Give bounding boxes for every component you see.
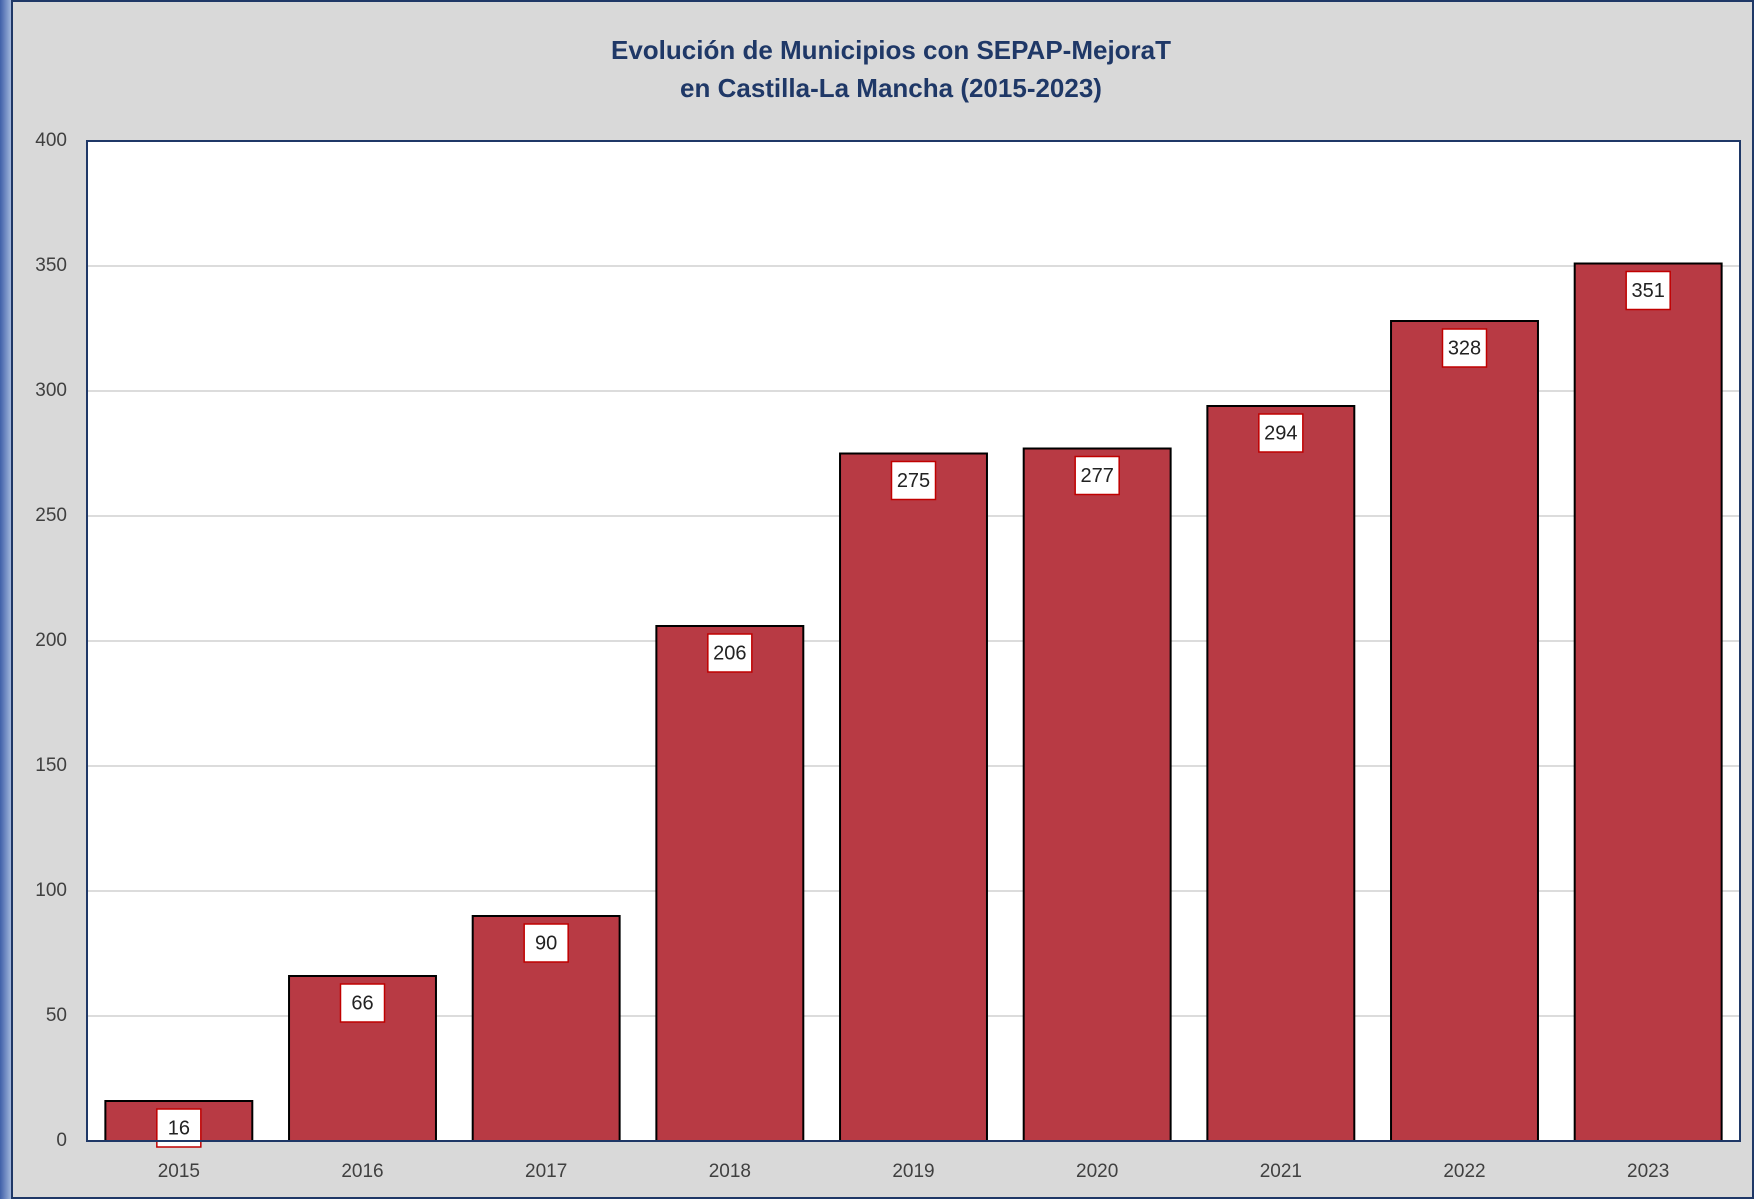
x-tick-label: 2022 xyxy=(1443,1161,1485,1182)
edge-strip xyxy=(0,0,12,1199)
x-tick-label: 2016 xyxy=(341,1161,383,1182)
x-tick-label: 2018 xyxy=(709,1161,751,1182)
value-label: 206 xyxy=(713,642,746,664)
value-label-box xyxy=(1625,270,1671,311)
value-label-box xyxy=(1074,455,1120,496)
chart-title: en Castilla-La Mancha (2015-2023) xyxy=(680,73,1102,103)
value-label-box xyxy=(339,983,386,1023)
y-tick-label: 350 xyxy=(35,255,67,276)
bar xyxy=(1573,262,1723,1142)
value-label: 294 xyxy=(1264,422,1297,444)
x-tick-label: 2017 xyxy=(525,1161,567,1182)
bar xyxy=(1022,447,1172,1142)
bar xyxy=(1206,405,1356,1142)
bar xyxy=(1390,320,1539,1142)
y-tick-label: 250 xyxy=(35,505,67,526)
x-tick-label: 2015 xyxy=(158,1161,200,1182)
y-tick-label: 100 xyxy=(35,880,67,901)
value-label: 16 xyxy=(168,1117,190,1139)
value-label-box xyxy=(523,923,569,963)
y-tick-label: 0 xyxy=(56,1130,67,1151)
value-label: 66 xyxy=(351,992,373,1014)
x-tick-label: 2021 xyxy=(1260,1161,1302,1182)
y-tick-label: 300 xyxy=(35,380,67,401)
x-tick-label: 2019 xyxy=(892,1161,934,1182)
plot-border xyxy=(86,140,1741,1142)
value-label: 328 xyxy=(1448,337,1481,359)
frame xyxy=(11,0,1754,1199)
y-tick-label: 150 xyxy=(35,755,67,776)
x-tick-label: 2020 xyxy=(1076,1161,1118,1182)
value-label: 277 xyxy=(1080,465,1113,487)
value-label: 351 xyxy=(1631,280,1664,302)
y-tick-label: 50 xyxy=(46,1005,67,1026)
value-label-box xyxy=(1258,413,1304,453)
bar xyxy=(655,625,805,1142)
y-tick-label: 200 xyxy=(35,630,67,651)
x-tick-label: 2023 xyxy=(1627,1161,1669,1182)
value-label-box xyxy=(1441,328,1488,368)
value-label: 90 xyxy=(535,932,557,954)
bar xyxy=(839,452,988,1142)
chart-title: Evolución de Municipios con SEPAP-Mejora… xyxy=(611,35,1171,65)
y-tick-label: 400 xyxy=(35,130,67,151)
value-label: 275 xyxy=(897,470,930,492)
value-label-box xyxy=(890,460,937,501)
value-label-box xyxy=(707,633,753,673)
